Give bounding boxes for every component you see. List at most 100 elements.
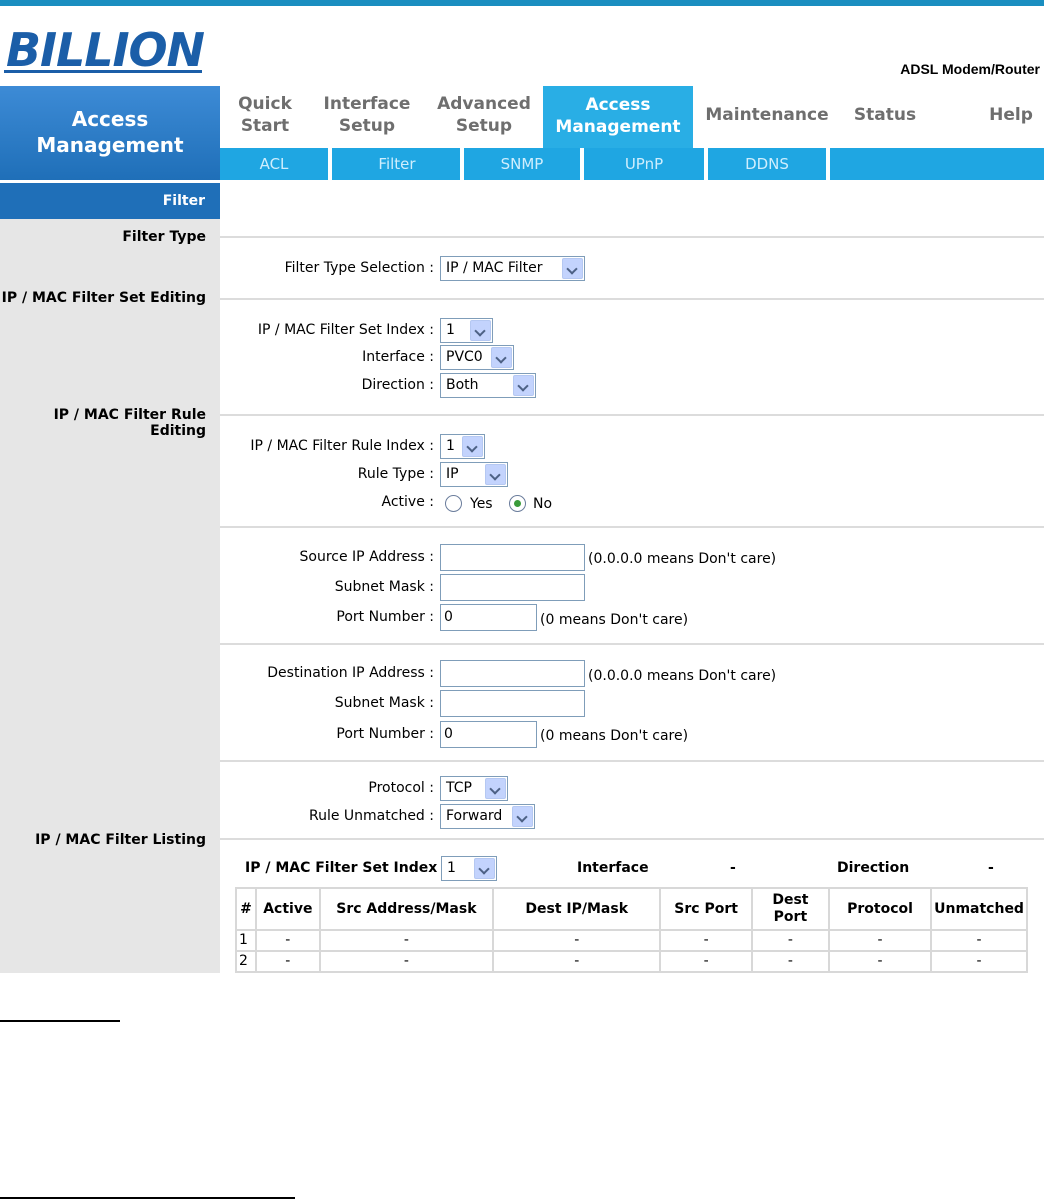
dest-mask-label: Subnet Mask : [334, 695, 434, 711]
rule-index-select[interactable]: 1 [440, 434, 485, 459]
divider [220, 236, 1044, 238]
table-cell: 2 [235, 950, 257, 973]
listing-set-index-label: IP / MAC Filter Set Index [245, 860, 438, 876]
dest-mask-input[interactable] [440, 690, 585, 717]
table-cell: - [827, 950, 933, 973]
tab-help[interactable]: Help [989, 105, 1033, 125]
active-label: Active : [381, 494, 434, 510]
chevron-down-icon [562, 258, 583, 279]
active-no-label: No [533, 496, 553, 512]
rule-unmatched-select[interactable]: Forward [440, 804, 535, 829]
table-cell: - [750, 929, 830, 952]
chevron-down-icon [491, 347, 512, 368]
interface-select[interactable]: PVC0 [440, 345, 514, 370]
source-port-input[interactable]: 0 [440, 604, 537, 631]
tab-maintenance[interactable]: Maintenance [705, 105, 829, 125]
table-header-row: # Active Src Address/Mask Dest IP/Mask S… [235, 887, 1028, 931]
tab-access-management[interactable]: Access Management [543, 86, 693, 148]
top-accent-line [0, 0, 1044, 6]
main-nav: Quick Start Interface Setup Advanced Setup … [220, 86, 1044, 148]
sidebar-section-listing: IP / MAC Filter Listing [35, 832, 206, 848]
chevron-down-icon [470, 320, 491, 341]
sidebar-section-rule-editing: IP / MAC Filter Rule Editing [53, 407, 206, 439]
table-cell: - [659, 950, 753, 973]
tab-status[interactable]: Status [853, 105, 917, 125]
subtab-separator [704, 148, 708, 180]
table-cell: - [318, 950, 495, 973]
column-header: Unmatched [930, 887, 1028, 931]
section-title: Access Management [0, 86, 220, 180]
listing-interface-value: - [730, 860, 736, 876]
sidebar [0, 183, 220, 973]
column-header: Src Address/Mask [318, 887, 495, 931]
subtab-separator [328, 148, 332, 180]
filter-type-select[interactable]: IP / MAC Filter [440, 256, 585, 281]
dest-port-input[interactable]: 0 [440, 721, 537, 748]
listing-interface-label: Interface [577, 860, 649, 876]
subtab-upnp[interactable]: UPnP [624, 155, 664, 173]
table-cell: - [254, 929, 321, 952]
column-header: Dest Port [750, 887, 830, 931]
interface-label: Interface : [362, 349, 434, 365]
footer-link-underline [0, 1020, 120, 1022]
tab-quick-start[interactable]: Quick Start [238, 94, 292, 136]
set-index-select[interactable]: 1 [440, 318, 493, 343]
svg-text:BILLION: BILLION [6, 23, 205, 76]
dest-ip-label: Destination IP Address : [267, 665, 434, 681]
table-cell: - [492, 929, 662, 952]
column-header: Src Port [659, 887, 753, 931]
protocol-label: Protocol : [368, 780, 434, 796]
rule-type-select[interactable]: IP [440, 462, 508, 487]
source-ip-input[interactable] [440, 544, 585, 571]
rule-index-label: IP / MAC Filter Rule Index : [250, 438, 434, 454]
protocol-select[interactable]: TCP [440, 776, 508, 801]
rule-unmatched-label: Rule Unmatched : [309, 808, 434, 824]
chevron-down-icon [513, 375, 534, 396]
source-mask-input[interactable] [440, 574, 585, 601]
listing-direction-value: - [988, 860, 994, 876]
filter-type-label: Filter Type Selection : [284, 260, 434, 276]
sidebar-section-filter-type: Filter Type [122, 229, 206, 245]
column-header: Dest IP/Mask [492, 887, 662, 931]
column-header: # [235, 887, 257, 931]
footer-link-underline [0, 1197, 295, 1199]
listing-set-index-select[interactable]: 1 [441, 856, 497, 881]
divider [220, 526, 1044, 528]
column-header: Active [254, 887, 321, 931]
chevron-down-icon [485, 464, 506, 485]
table-cell: - [750, 950, 830, 973]
listing-direction-label: Direction [837, 860, 910, 876]
filter-listing-table: # Active Src Address/Mask Dest IP/Mask S… [235, 887, 1028, 973]
divider [220, 838, 1044, 840]
billion-logo: BILLION [2, 22, 208, 76]
subtab-ddns[interactable]: DDNS [745, 155, 789, 173]
subtab-separator [826, 148, 830, 180]
subtab-separator [460, 148, 464, 180]
dest-ip-note: (0.0.0.0 means Don't care) [588, 668, 777, 684]
tab-interface-setup[interactable]: Interface Setup [323, 94, 411, 136]
subtab-acl[interactable]: ACL [259, 155, 289, 173]
direction-select[interactable]: Both [440, 373, 536, 398]
table-cell: - [827, 929, 933, 952]
table-row: 2 - - - - - - - [235, 950, 1028, 973]
active-no-radio[interactable] [509, 495, 526, 512]
table-cell: - [930, 929, 1028, 952]
direction-label: Direction : [361, 377, 434, 393]
dest-ip-input[interactable] [440, 660, 585, 687]
table-cell: - [318, 929, 495, 952]
sidebar-section-set-editing: IP / MAC Filter Set Editing [1, 290, 206, 306]
table-row: 1 - - - - - - - [235, 929, 1028, 952]
dest-port-note: (0 means Don't care) [540, 728, 689, 744]
chevron-down-icon [512, 806, 533, 827]
active-yes-radio[interactable] [445, 495, 462, 512]
subtab-filter[interactable]: Filter [378, 155, 416, 173]
table-cell: 1 [235, 929, 257, 952]
table-cell: - [659, 929, 753, 952]
tab-advanced-setup[interactable]: Advanced Setup [437, 94, 531, 136]
source-ip-label: Source IP Address : [299, 549, 434, 565]
subtab-snmp[interactable]: SNMP [500, 155, 544, 173]
product-name: ADSL Modem/Router [900, 61, 1040, 77]
table-cell: - [254, 950, 321, 973]
sidebar-item-filter[interactable]: Filter [0, 183, 220, 219]
table-cell: - [930, 950, 1028, 973]
